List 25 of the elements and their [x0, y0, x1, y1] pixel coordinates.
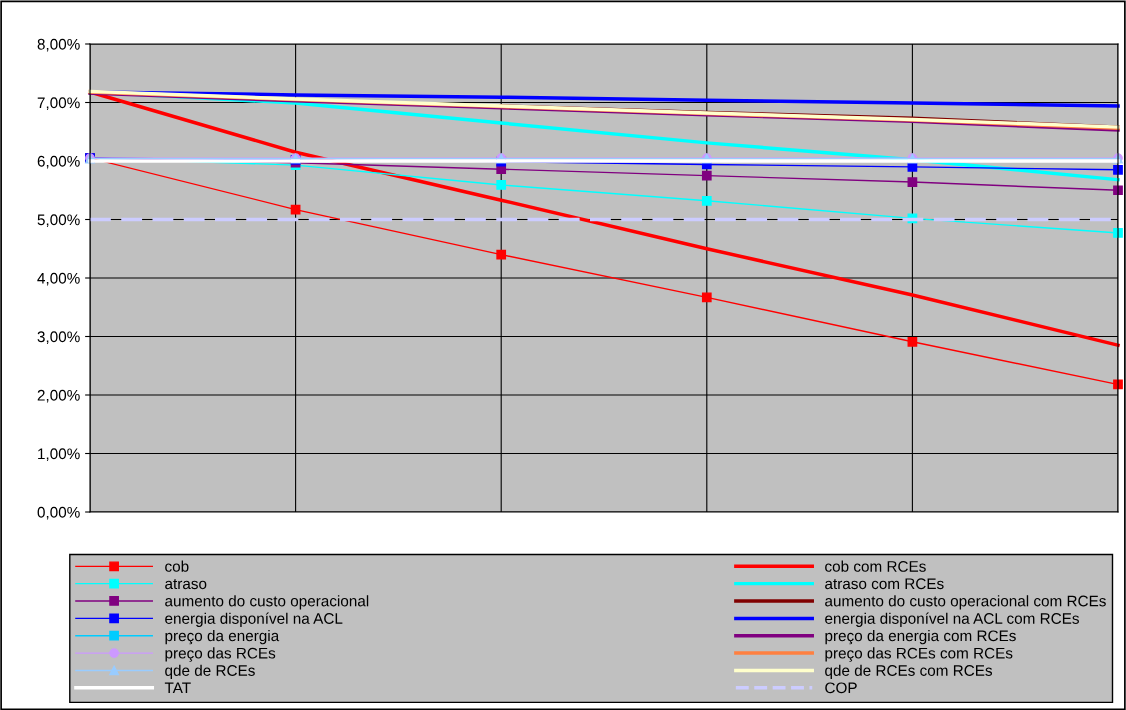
legend-label: qde de RCEs com RCEs [825, 664, 993, 679]
legend-label: cob [165, 560, 189, 572]
legend-label: TAT [164, 682, 191, 694]
legend-label: energia disponível na ACL com RCEs [825, 612, 1079, 627]
legend-label: preço das RCEs com RCEs [825, 647, 1013, 662]
y-tick-label: 2,00% [37, 389, 80, 403]
y-tick-label: 1,00% [38, 448, 80, 461]
y-tick-label: 6,00% [37, 155, 80, 169]
y-tick-label: 3,00% [37, 331, 80, 344]
legend-label: atraso [165, 579, 207, 590]
legend-label: atraso com RCEs [825, 578, 944, 590]
y-tick-label: 0,00% [37, 506, 80, 520]
legend-label: preço da energia com RCEs [825, 629, 1016, 645]
legend-label: aumento do custo operacional com RCEs [825, 595, 1106, 610]
legend-label: preço da energia [165, 629, 280, 645]
y-tick-label: 7,00% [37, 97, 80, 110]
y-tick-label: 4,00% [37, 272, 80, 286]
legend-label: preço das RCEs [165, 647, 276, 662]
legend-label: aumento do custo operacional [165, 595, 369, 610]
legend-label: COP [825, 682, 857, 694]
y-tick-label: 5,00% [37, 214, 80, 227]
legend-label: qde de RCEs [165, 664, 255, 679]
legend-label: energia disponível na ACL [165, 612, 343, 627]
legend-label: cob com RCEs [825, 560, 926, 572]
y-tick-label: 8,00% [37, 38, 80, 52]
